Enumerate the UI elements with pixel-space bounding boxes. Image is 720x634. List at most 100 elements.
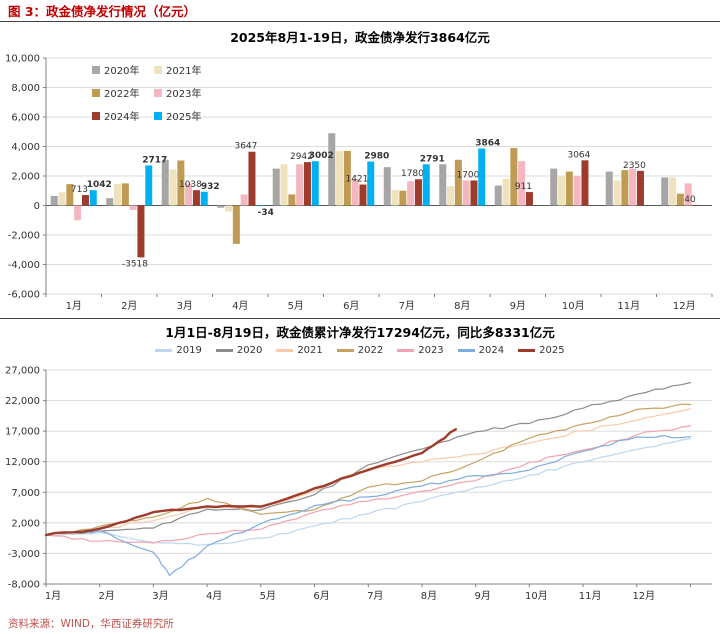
bar-2023年-12月 [684, 183, 692, 206]
bar-2025年-8月 [478, 148, 486, 206]
svg-text:1月: 1月 [45, 590, 61, 602]
net-issuance-bar-chart: -6,000 -4,000 -2,000 0 2,000 4,000 6,000 8,000 1… [5, 54, 713, 312]
svg-text:6,000: 6,000 [11, 113, 40, 124]
legend-swatch [154, 65, 162, 74]
line-chart-legend: 2019 2020 2021 2022 2023 2024 2025 [0, 345, 720, 356]
bar-2021年-6月 [336, 150, 344, 206]
svg-text:1月: 1月 [66, 300, 82, 312]
bar-2020年-3月 [161, 159, 169, 206]
bar-2025年-5月 [311, 161, 319, 206]
bar-2021年-12月 [669, 177, 677, 206]
line-series-2020 [45, 381, 692, 536]
line-series-2022 [45, 403, 692, 536]
bar-2023年-10月 [573, 176, 581, 206]
legend-item-2022年: 2022年 [92, 85, 154, 100]
svg-text:9月: 9月 [474, 590, 490, 602]
svg-text:12月: 12月 [632, 590, 655, 602]
source-footer: 资料来源：WIND，华西证券研究所 [0, 612, 720, 634]
line-chart-title: 1月1日-8月19日，政金债累计净发行17294亿元，同比多8331亿元 [165, 325, 555, 340]
bar-label: 1042 [87, 180, 112, 190]
bar-2020年-7月 [383, 167, 391, 206]
bar-2020年-12月 [661, 177, 669, 206]
bar-label: 3064 [567, 150, 590, 160]
bar-2023年-5月 [296, 164, 304, 206]
bar-label: 911 [515, 182, 532, 192]
legend-label: 2023 [418, 345, 444, 356]
bar-2021年-2月 [114, 184, 122, 206]
bar-2025年-1月 [89, 190, 97, 206]
svg-text:-4,000: -4,000 [8, 260, 40, 271]
bar-label: 2717 [142, 155, 167, 165]
bar-2020年-1月 [50, 195, 58, 206]
svg-text:10月: 10月 [562, 300, 585, 312]
bar-2022年-12月 [676, 193, 684, 206]
legend-item-2019: 2019 [155, 345, 202, 356]
legend-item-2025年: 2025年 [154, 108, 216, 123]
bar-2020年-9月 [494, 185, 502, 206]
line-series-2024 [45, 435, 692, 576]
legend-item-2025: 2025 [518, 345, 565, 356]
bar-2021年-4月 [225, 205, 233, 212]
bar-2022年-8月 [454, 159, 462, 206]
bar-2021年-8月 [447, 186, 455, 206]
svg-text:-3,000: -3,000 [8, 549, 40, 560]
bar-label: 3647 [234, 142, 257, 152]
bar-label: 713 [71, 185, 88, 195]
legend-item-2020: 2020 [215, 345, 262, 356]
bar-2021年-5月 [280, 164, 288, 206]
bar-2023年-8月 [462, 180, 470, 206]
bar-2020年-5月 [272, 168, 280, 206]
bar-2024年-3月 [192, 190, 200, 206]
svg-text:5月: 5月 [260, 590, 276, 602]
legend-label: 2022年 [104, 89, 140, 100]
bar-label: 1700 [456, 170, 479, 180]
bar-2022年-3月 [177, 160, 185, 206]
bar-2025年-7月 [422, 164, 430, 206]
bar-label: -34 [258, 208, 274, 218]
legend-label: 2025 [539, 345, 565, 356]
bar-2020年-11月 [605, 171, 613, 206]
svg-text:10月: 10月 [525, 590, 548, 602]
bar-2024年-12月 [692, 204, 700, 206]
bar-2024年-7月 [414, 179, 422, 206]
svg-text:2,000: 2,000 [11, 172, 40, 183]
figure-header: 图 3：政金债净发行情况（亿元） [0, 0, 720, 22]
svg-text:8,000: 8,000 [11, 83, 40, 94]
svg-text:2月: 2月 [99, 590, 115, 602]
bar-2020年-10月 [550, 168, 558, 206]
legend-swatch [92, 111, 100, 120]
bar-2025年-4月 [256, 205, 264, 207]
bar-2022年-1月 [66, 184, 74, 206]
legend-item-2020年: 2020年 [92, 62, 154, 77]
bar-2021年-9月 [502, 178, 510, 206]
bar-2024年-5月 [303, 162, 311, 206]
bar-2022年-4月 [232, 205, 240, 244]
bar-label: -3518 [122, 259, 148, 269]
figure-title: 图 3：政金债净发行情况（亿元） [8, 4, 197, 19]
legend-label: 2022 [357, 345, 384, 356]
bar-label: 1421 [345, 175, 368, 185]
svg-text:-2,000: -2,000 [8, 231, 40, 242]
bar-2025年-6月 [367, 161, 375, 206]
svg-text:7,000: 7,000 [11, 488, 40, 499]
svg-text:27,000: 27,000 [5, 366, 40, 377]
svg-text:4月: 4月 [206, 590, 222, 602]
legend-item-2023: 2023 [397, 345, 444, 356]
bar-label: 3002 [309, 151, 334, 161]
legend-swatch [154, 111, 162, 120]
bar-2022年-11月 [621, 170, 629, 206]
svg-text:9月: 9月 [510, 300, 526, 312]
bar-2021年-3月 [169, 169, 177, 206]
svg-text:7月: 7月 [399, 300, 415, 312]
svg-text:7月: 7月 [367, 590, 383, 602]
legend-line-swatch [215, 349, 233, 352]
legend-swatch [92, 88, 100, 97]
bar-2024年-8月 [470, 180, 478, 206]
svg-text:8月: 8月 [454, 300, 470, 312]
svg-text:8月: 8月 [421, 590, 437, 602]
bar-2022年-10月 [565, 171, 573, 206]
bar-2022年-7月 [399, 190, 407, 206]
svg-text:2,000: 2,000 [11, 518, 40, 529]
bar-2024年-9月 [525, 192, 533, 206]
bar-2024年-11月 [636, 170, 644, 206]
